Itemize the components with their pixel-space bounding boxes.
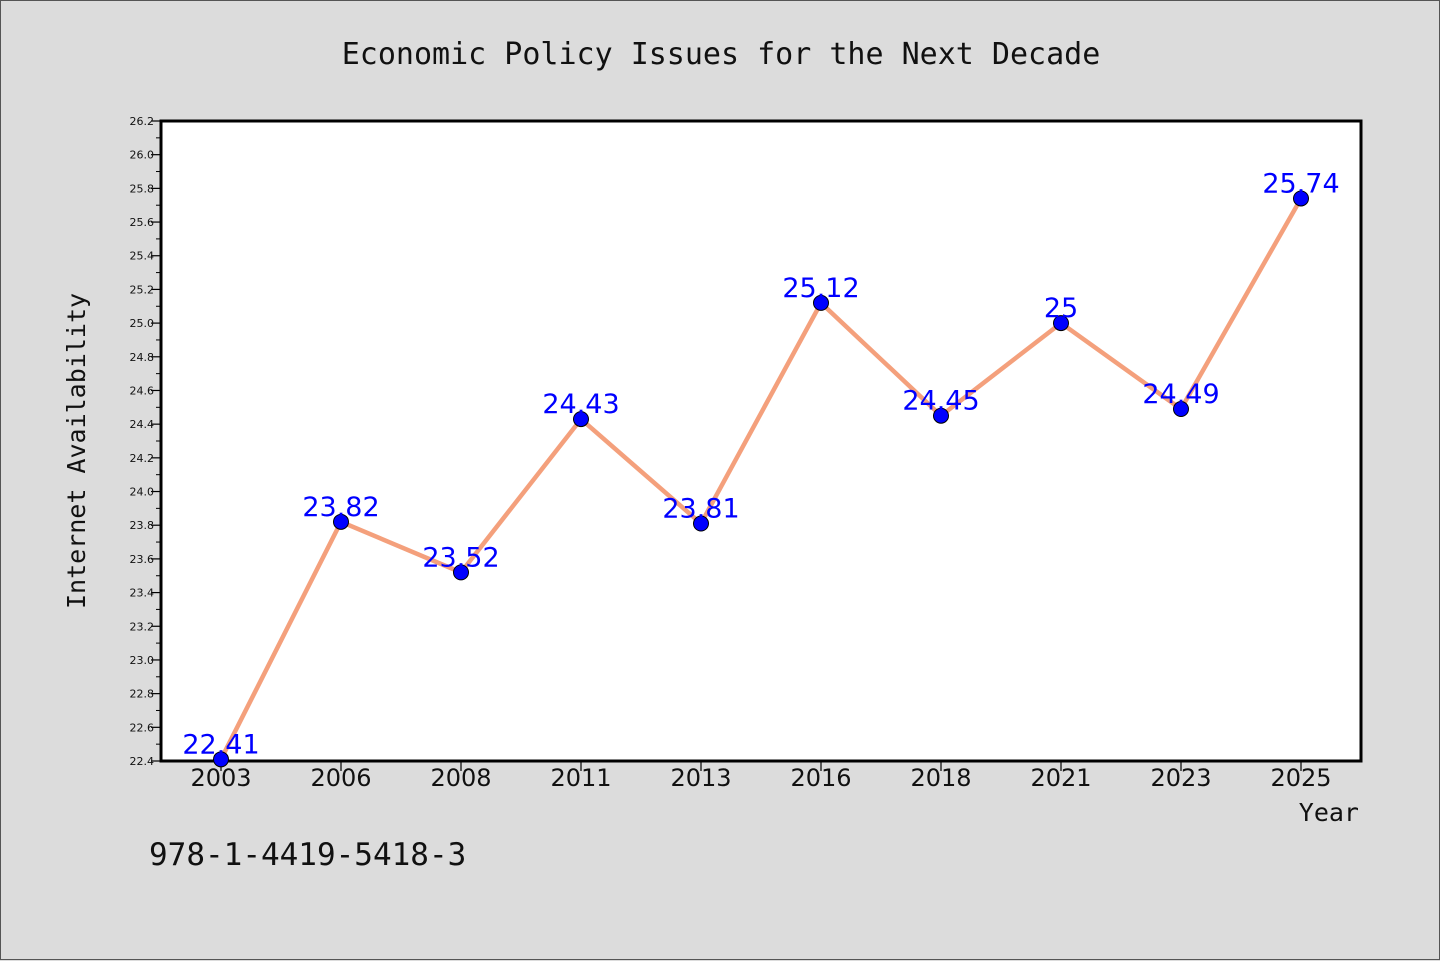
data-point-marker bbox=[573, 411, 589, 428]
data-label: 23.82 bbox=[302, 492, 379, 523]
plot-area bbox=[159, 119, 1363, 763]
data-label: 25.74 bbox=[1262, 168, 1339, 199]
x-tick-label: 2006 bbox=[310, 764, 371, 792]
y-tick-label: 26.0 bbox=[130, 149, 155, 162]
data-label: 24.43 bbox=[542, 389, 619, 420]
x-tick-label: 2008 bbox=[430, 764, 491, 792]
y-tick-label: 23.4 bbox=[130, 587, 155, 600]
data-point-marker bbox=[213, 751, 229, 768]
y-tick-label: 25.2 bbox=[130, 283, 155, 296]
isbn-footer-text: 978-1-4419-5418-3 bbox=[149, 837, 466, 873]
y-tick-label: 22.6 bbox=[130, 721, 155, 734]
y-tick-label: 22.8 bbox=[130, 688, 155, 701]
y-axis-label: Internet Availability bbox=[62, 293, 91, 609]
data-point-marker bbox=[1053, 315, 1069, 332]
data-label: 25 bbox=[1044, 293, 1078, 324]
y-tick-label: 23.8 bbox=[130, 519, 155, 532]
data-label: 23.52 bbox=[422, 542, 499, 573]
data-label: 22.41 bbox=[182, 729, 259, 760]
y-tick-label: 24.6 bbox=[130, 384, 155, 397]
y-tick-label: 25.6 bbox=[130, 216, 155, 229]
y-tick-label: 26.2 bbox=[130, 115, 155, 128]
chart-title: Economic Policy Issues for the Next Deca… bbox=[342, 37, 1101, 72]
data-point-marker bbox=[333, 513, 349, 530]
data-label: 24.45 bbox=[902, 386, 979, 417]
data-point-marker bbox=[1173, 401, 1189, 417]
series-line bbox=[218, 197, 1303, 761]
y-tick-label: 23.0 bbox=[130, 654, 155, 667]
x-tick-label: 2021 bbox=[1030, 764, 1091, 792]
y-tick-label: 25.4 bbox=[130, 250, 155, 263]
data-point-marker bbox=[813, 294, 829, 311]
y-tick-label: 24.4 bbox=[130, 418, 155, 431]
x-axis-label: Year bbox=[1299, 798, 1359, 827]
y-tick-label: 25.0 bbox=[130, 317, 155, 330]
y-tick-label: 24.2 bbox=[130, 452, 155, 465]
data-point-marker bbox=[933, 407, 949, 424]
x-tick-label: 2018 bbox=[910, 764, 971, 792]
y-tick-label: 25.8 bbox=[130, 182, 155, 195]
x-axis: 2003 2006 2008 2011 2013 2016 2018 2021 2023 2025 bbox=[190, 761, 1332, 792]
x-tick-label: 2016 bbox=[790, 764, 851, 792]
data-label: 24.49 bbox=[1142, 379, 1219, 410]
y-tick-label: 23.2 bbox=[130, 620, 155, 633]
x-tick-label: 2013 bbox=[670, 764, 731, 792]
data-point-marker bbox=[1293, 190, 1309, 207]
y-tick-label: 22.4 bbox=[130, 755, 155, 768]
series-group: 22.41 23.82 23.52 24.43 23.81 25.12 24.45 25 24.… bbox=[182, 168, 1340, 768]
y-tick-label: 24.0 bbox=[130, 486, 155, 499]
y-tick-label: 23.6 bbox=[130, 553, 155, 566]
x-tick-label: 2023 bbox=[1150, 764, 1211, 792]
x-tick-label: 2011 bbox=[550, 764, 611, 792]
y-tick-label: 24.8 bbox=[130, 351, 155, 364]
y-axis: 22.4 22.6 22.8 23.0 23.2 23.4 23.6 23.8 24.0 24.2… bbox=[130, 115, 161, 768]
data-label: 25.12 bbox=[782, 273, 859, 304]
x-tick-label: 2025 bbox=[1270, 764, 1331, 792]
data-point-marker bbox=[453, 564, 469, 581]
x-tick-label: 2003 bbox=[190, 764, 251, 792]
data-label: 23.81 bbox=[662, 494, 739, 525]
data-point-marker bbox=[693, 515, 709, 532]
